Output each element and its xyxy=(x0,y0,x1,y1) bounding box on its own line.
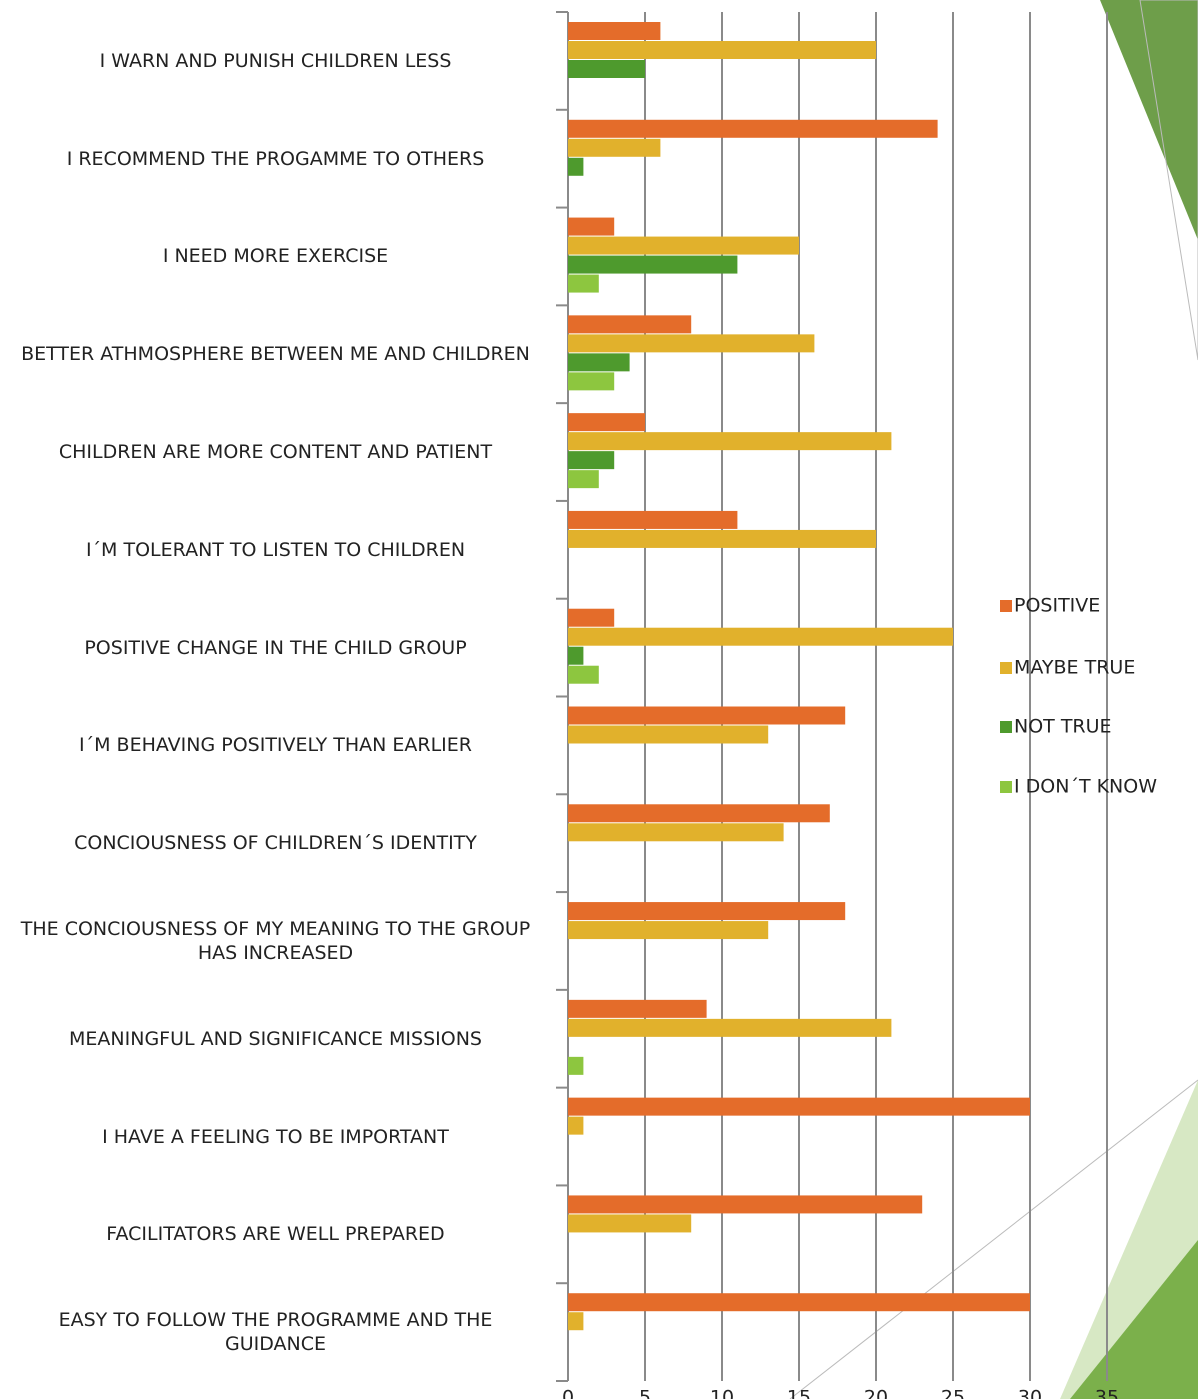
bar xyxy=(568,236,799,255)
category-label: I RECOMMEND THE PROGAMME TO OTHERS xyxy=(66,147,485,170)
bar xyxy=(568,725,769,744)
bar xyxy=(568,510,738,529)
decoration xyxy=(789,1079,1198,1399)
x-tick-label: 10 xyxy=(710,1387,734,1399)
bar xyxy=(568,413,645,432)
bar xyxy=(568,315,692,334)
bar xyxy=(568,1018,892,1037)
category-label: BETTER ATHMOSPHERE BETWEEN ME AND CHILDR… xyxy=(21,343,530,366)
bar xyxy=(568,1293,1030,1312)
x-tick-label: 0 xyxy=(562,1387,574,1399)
bar xyxy=(568,646,584,665)
x-tick-label: 20 xyxy=(864,1387,888,1399)
x-tick-label: 25 xyxy=(941,1387,965,1399)
bar xyxy=(568,157,584,176)
bar xyxy=(568,608,615,627)
bar xyxy=(568,921,769,940)
bar xyxy=(568,1214,692,1233)
x-tick-label: 35 xyxy=(1095,1387,1119,1399)
bar xyxy=(568,1312,584,1331)
bar xyxy=(568,255,738,274)
category-label: POSITIVE CHANGE IN THE CHILD GROUP xyxy=(84,636,467,659)
bar xyxy=(568,60,645,78)
x-tick-label: 5 xyxy=(639,1387,651,1399)
category-label: I HAVE A FEELING TO BE IMPORTANT xyxy=(102,1125,449,1148)
legend-label: POSITIVE xyxy=(1014,595,1100,617)
bar xyxy=(568,274,599,293)
bar xyxy=(568,902,846,921)
bar xyxy=(568,529,876,548)
category-label: I´M BEHAVING POSITIVELY THAN EARLIER xyxy=(79,734,472,757)
bar xyxy=(568,999,707,1018)
bar xyxy=(568,823,784,842)
decoration xyxy=(1070,1240,1198,1399)
category-label: I WARN AND PUNISH CHILDREN LESS xyxy=(99,49,452,72)
category-label: I NEED MORE EXERCISE xyxy=(162,245,389,268)
bar xyxy=(568,353,630,372)
bar xyxy=(568,627,953,646)
bar xyxy=(568,1097,1030,1116)
legend-label: MAYBE TRUE xyxy=(1014,657,1135,679)
bar xyxy=(568,451,615,470)
bar xyxy=(568,22,661,40)
category-label: EASY TO FOLLOW THE PROGRAMME AND THE GUI… xyxy=(58,1309,493,1356)
bar xyxy=(568,138,661,157)
category-label: MEANINGFUL AND SIGNIFICANCE MISSIONS xyxy=(69,1027,482,1050)
bar xyxy=(568,706,846,725)
bar xyxy=(568,334,815,353)
legend-swatch xyxy=(1000,721,1012,733)
bar xyxy=(568,665,599,684)
bar xyxy=(568,804,830,823)
bar xyxy=(568,217,615,236)
legend-swatch xyxy=(1000,781,1012,793)
category-label: I´M TOLERANT TO LISTEN TO CHILDREN xyxy=(85,538,466,561)
bar xyxy=(568,1116,584,1135)
bar xyxy=(568,1056,584,1075)
category-label: THE CONCIOUSNESS OF MY MEANING TO THE GR… xyxy=(20,917,531,964)
category-label: CONCIOUSNESS OF CHILDREN´S IDENTITY xyxy=(74,832,477,855)
x-tick-label: 30 xyxy=(1018,1387,1042,1399)
bar xyxy=(568,372,615,391)
bar xyxy=(568,1195,923,1214)
legend-label: NOT TRUE xyxy=(1014,716,1112,738)
bar xyxy=(568,41,876,59)
category-label: CHILDREN ARE MORE CONTENT AND PATIENT xyxy=(58,441,493,464)
x-tick-label: 15 xyxy=(787,1387,811,1399)
category-label: FACILITATORS ARE WELL PREPARED xyxy=(106,1223,445,1246)
legend-swatch xyxy=(1000,600,1012,612)
decoration xyxy=(1139,0,1198,361)
bar xyxy=(568,432,892,451)
bar xyxy=(568,470,599,489)
legend-swatch xyxy=(1000,662,1012,674)
bar xyxy=(568,119,938,138)
legend-label: I DON´T KNOW xyxy=(1014,776,1157,798)
decoration xyxy=(1100,0,1198,240)
